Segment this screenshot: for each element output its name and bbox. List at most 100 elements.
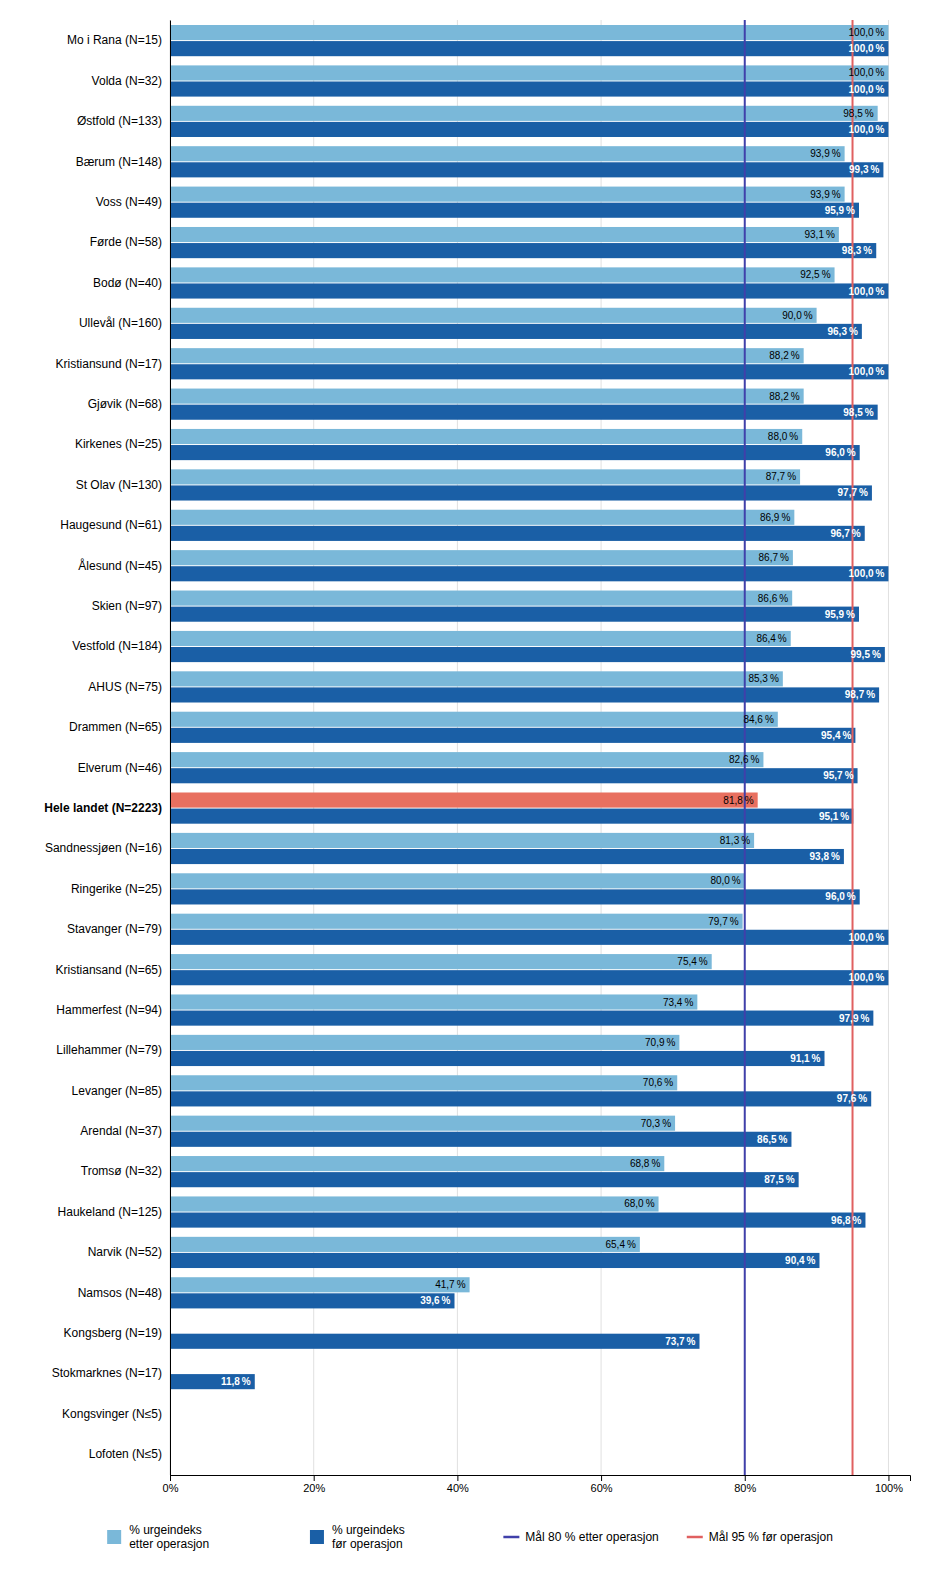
- tick-label: Kirkenes (N=25): [75, 437, 162, 451]
- tick-label: St Olav (N=130): [76, 478, 162, 492]
- data-label: 88,2 %: [769, 391, 799, 402]
- y-tick: Hele landet (N=2223): [44, 801, 170, 815]
- data-label: 97,6 %: [837, 1093, 867, 1104]
- bar: [170, 25, 888, 40]
- data-label: 80,0 %: [710, 875, 740, 886]
- data-label: 90,0 %: [782, 310, 812, 321]
- bar: [170, 1172, 799, 1187]
- bar: [170, 324, 862, 339]
- data-label: 82,6 %: [729, 754, 759, 765]
- tick-label: Gjøvik (N=68): [88, 397, 162, 411]
- tick-label: Tromsø (N=32): [81, 1164, 162, 1178]
- data-label: 84,6 %: [743, 714, 773, 725]
- bar: [170, 1075, 677, 1090]
- tick-mark: [457, 1475, 458, 1481]
- data-label: 93,9 %: [810, 148, 840, 159]
- data-label: 96,8 %: [831, 1215, 861, 1226]
- y-tick: Namsos (N=48): [78, 1286, 170, 1300]
- bar: [170, 283, 888, 298]
- data-label: 100,0 %: [849, 67, 885, 78]
- data-label: 98,7 %: [845, 689, 875, 700]
- bar: [170, 1051, 825, 1066]
- data-label: 85,3 %: [748, 673, 778, 684]
- data-label: 95,1 %: [819, 811, 849, 822]
- data-label: 100,0 %: [849, 43, 885, 54]
- y-tick: Gjøvik (N=68): [88, 397, 170, 411]
- x-tick: 0%: [163, 1475, 179, 1494]
- data-label: 73,4 %: [663, 997, 693, 1008]
- data-label: 41,7 %: [435, 1279, 465, 1290]
- legend-swatch: [503, 1536, 519, 1539]
- legend-label: % urgeindeksfør operasjon: [332, 1523, 405, 1551]
- tick-label: Bodø (N=40): [93, 276, 162, 290]
- tick-label: Hammerfest (N=94): [56, 1003, 162, 1017]
- data-label: 93,9 %: [810, 189, 840, 200]
- chart: 100,0 %100,0 %98,5 %93,9 %93,9 %93,1 %92…: [0, 0, 940, 1585]
- tick-label: 100%: [875, 1482, 903, 1494]
- bar: [170, 1213, 865, 1228]
- data-label: 39,6 %: [420, 1295, 450, 1306]
- y-tick: Kirkenes (N=25): [75, 437, 170, 451]
- bar: [170, 41, 888, 56]
- data-label: 68,8 %: [630, 1158, 660, 1169]
- tick-label: Namsos (N=48): [78, 1286, 162, 1300]
- data-label: 86,4 %: [756, 633, 786, 644]
- y-tick: Tromsø (N=32): [81, 1164, 170, 1178]
- data-label: 97,7 %: [838, 487, 868, 498]
- x-axis-line: [171, 1476, 911, 1482]
- tick-label: 20%: [303, 1482, 325, 1494]
- tick-label: Voss (N=49): [96, 195, 162, 209]
- data-label: 70,9 %: [645, 1037, 675, 1048]
- data-label: 81,3 %: [720, 835, 750, 846]
- bar: [170, 187, 845, 202]
- y-tick: Ringerike (N=25): [71, 882, 170, 896]
- data-label: 11,8 %: [221, 1376, 251, 1387]
- tick-label: Haukeland (N=125): [58, 1205, 162, 1219]
- data-label: 86,9 %: [760, 512, 790, 523]
- bar: [170, 566, 888, 581]
- bar: [170, 1334, 699, 1349]
- legend-item: Mål 80 % etter operasjon: [503, 1530, 658, 1544]
- legend-item: % urgeindeksfør operasjon: [310, 1523, 405, 1551]
- bar: [170, 445, 860, 460]
- data-label: 95,4 %: [821, 730, 851, 741]
- bar: [170, 227, 839, 242]
- bar: [170, 607, 859, 622]
- data-label: 91,1 %: [790, 1053, 820, 1064]
- tick-mark: [170, 1475, 171, 1481]
- bar: [170, 970, 888, 985]
- bar: [170, 889, 860, 904]
- y-tick: Lofoten (N≤5): [89, 1447, 170, 1461]
- tick-label: Kongsberg (N=19): [64, 1326, 162, 1340]
- bar: [170, 348, 804, 363]
- tick-mark: [314, 1475, 315, 1481]
- y-tick: Stokmarknes (N=17): [52, 1366, 170, 1380]
- bar: [170, 81, 888, 96]
- tick-mark: [601, 1475, 602, 1481]
- y-tick: Arendal (N=37): [80, 1124, 170, 1138]
- y-tick: Sandnessjøen (N=16): [45, 841, 170, 855]
- data-label: 86,7 %: [759, 552, 789, 563]
- data-label: 100,0 %: [849, 286, 885, 297]
- data-label: 86,5 %: [757, 1134, 787, 1145]
- y-tick: Skien (N=97): [92, 599, 170, 613]
- legend-label-line: Mål 95 % før operasjon: [709, 1530, 833, 1544]
- y-tick: Kongsvinger (N≤5): [62, 1407, 170, 1421]
- legend-swatch: [310, 1530, 324, 1544]
- tick-label: Mo i Rana (N=15): [67, 33, 162, 47]
- tick-label: Haugesund (N=61): [60, 518, 162, 532]
- tick-label: AHUS (N=75): [88, 680, 162, 694]
- y-tick: Lillehammer (N=79): [56, 1043, 170, 1057]
- tick-label: Kristiansund (N=17): [56, 357, 162, 371]
- tick-label: Ullevål (N=160): [79, 316, 162, 330]
- data-label: 98,3 %: [842, 245, 872, 256]
- bar: [170, 146, 845, 161]
- grid-line: [888, 20, 889, 1475]
- tick-label: Sandnessjøen (N=16): [45, 841, 162, 855]
- bar: [170, 591, 792, 606]
- tick-label: Kristiansand (N=65): [56, 963, 162, 977]
- bar: [170, 1237, 640, 1252]
- bar: [170, 364, 888, 379]
- tick-label: Skien (N=97): [92, 599, 162, 613]
- bar: [170, 1132, 791, 1147]
